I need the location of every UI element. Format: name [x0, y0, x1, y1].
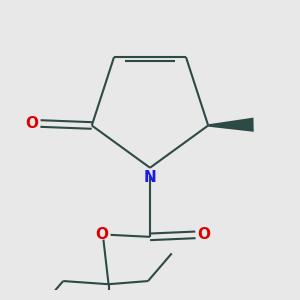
Polygon shape — [208, 118, 254, 132]
Text: O: O — [197, 227, 210, 242]
Text: O: O — [26, 116, 38, 131]
Text: N: N — [144, 170, 156, 185]
Text: O: O — [96, 227, 109, 242]
